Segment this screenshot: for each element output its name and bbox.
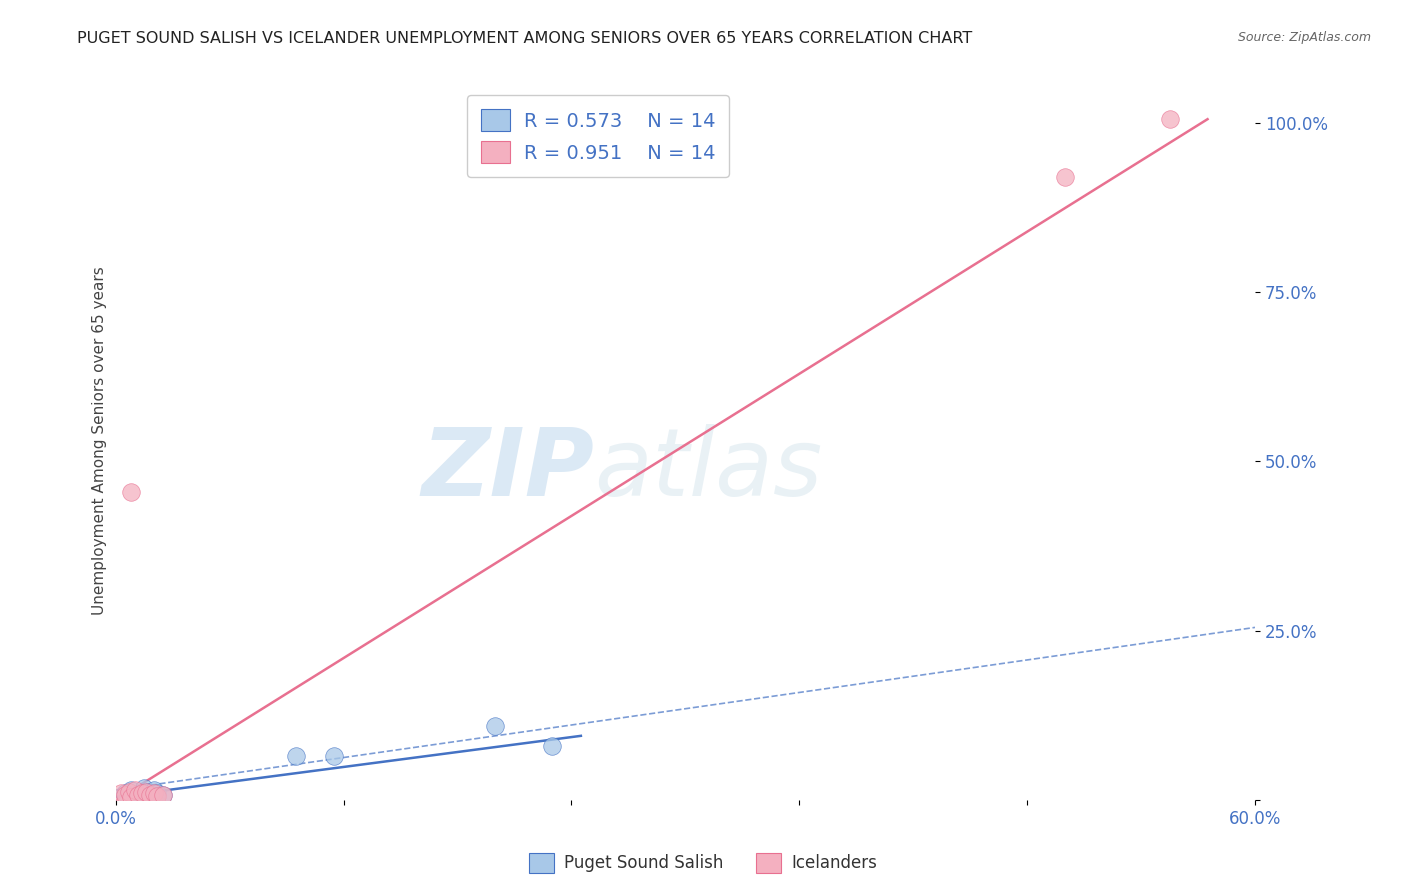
Point	[127, 788, 149, 802]
Point	[139, 788, 162, 802]
Point	[131, 787, 153, 801]
Point	[127, 788, 149, 802]
Y-axis label: Unemployment Among Seniors over 65 years: Unemployment Among Seniors over 65 years	[93, 267, 107, 615]
Text: ZIP: ZIP	[422, 424, 595, 516]
Point	[142, 783, 165, 797]
Text: PUGET SOUND SALISH VS ICELANDER UNEMPLOYMENT AMONG SENIORS OVER 65 YEARS CORRELA: PUGET SOUND SALISH VS ICELANDER UNEMPLOY…	[77, 31, 973, 46]
Point	[323, 749, 346, 764]
Point	[146, 789, 169, 804]
Point	[285, 749, 308, 764]
Point	[114, 788, 136, 802]
Point	[135, 785, 157, 799]
Point	[120, 484, 142, 499]
Point	[129, 787, 152, 801]
Text: Source: ZipAtlas.com: Source: ZipAtlas.com	[1237, 31, 1371, 45]
Point	[484, 719, 506, 733]
Point	[541, 739, 564, 753]
Point	[120, 789, 142, 804]
Point	[146, 787, 169, 801]
Point	[134, 780, 156, 795]
Point	[142, 787, 165, 801]
Legend: Puget Sound Salish, Icelanders: Puget Sound Salish, Icelanders	[522, 847, 884, 880]
Point	[152, 788, 174, 802]
Point	[1159, 112, 1181, 127]
Point	[110, 787, 132, 801]
Point	[114, 787, 136, 801]
Point	[136, 785, 159, 799]
Point	[118, 785, 141, 799]
Text: atlas: atlas	[595, 425, 823, 516]
Point	[1054, 169, 1077, 184]
Point	[152, 788, 174, 802]
Point	[124, 783, 146, 797]
Legend: R = 0.573    N = 14, R = 0.951    N = 14: R = 0.573 N = 14, R = 0.951 N = 14	[467, 95, 728, 178]
Point	[124, 789, 146, 804]
Point	[120, 783, 142, 797]
